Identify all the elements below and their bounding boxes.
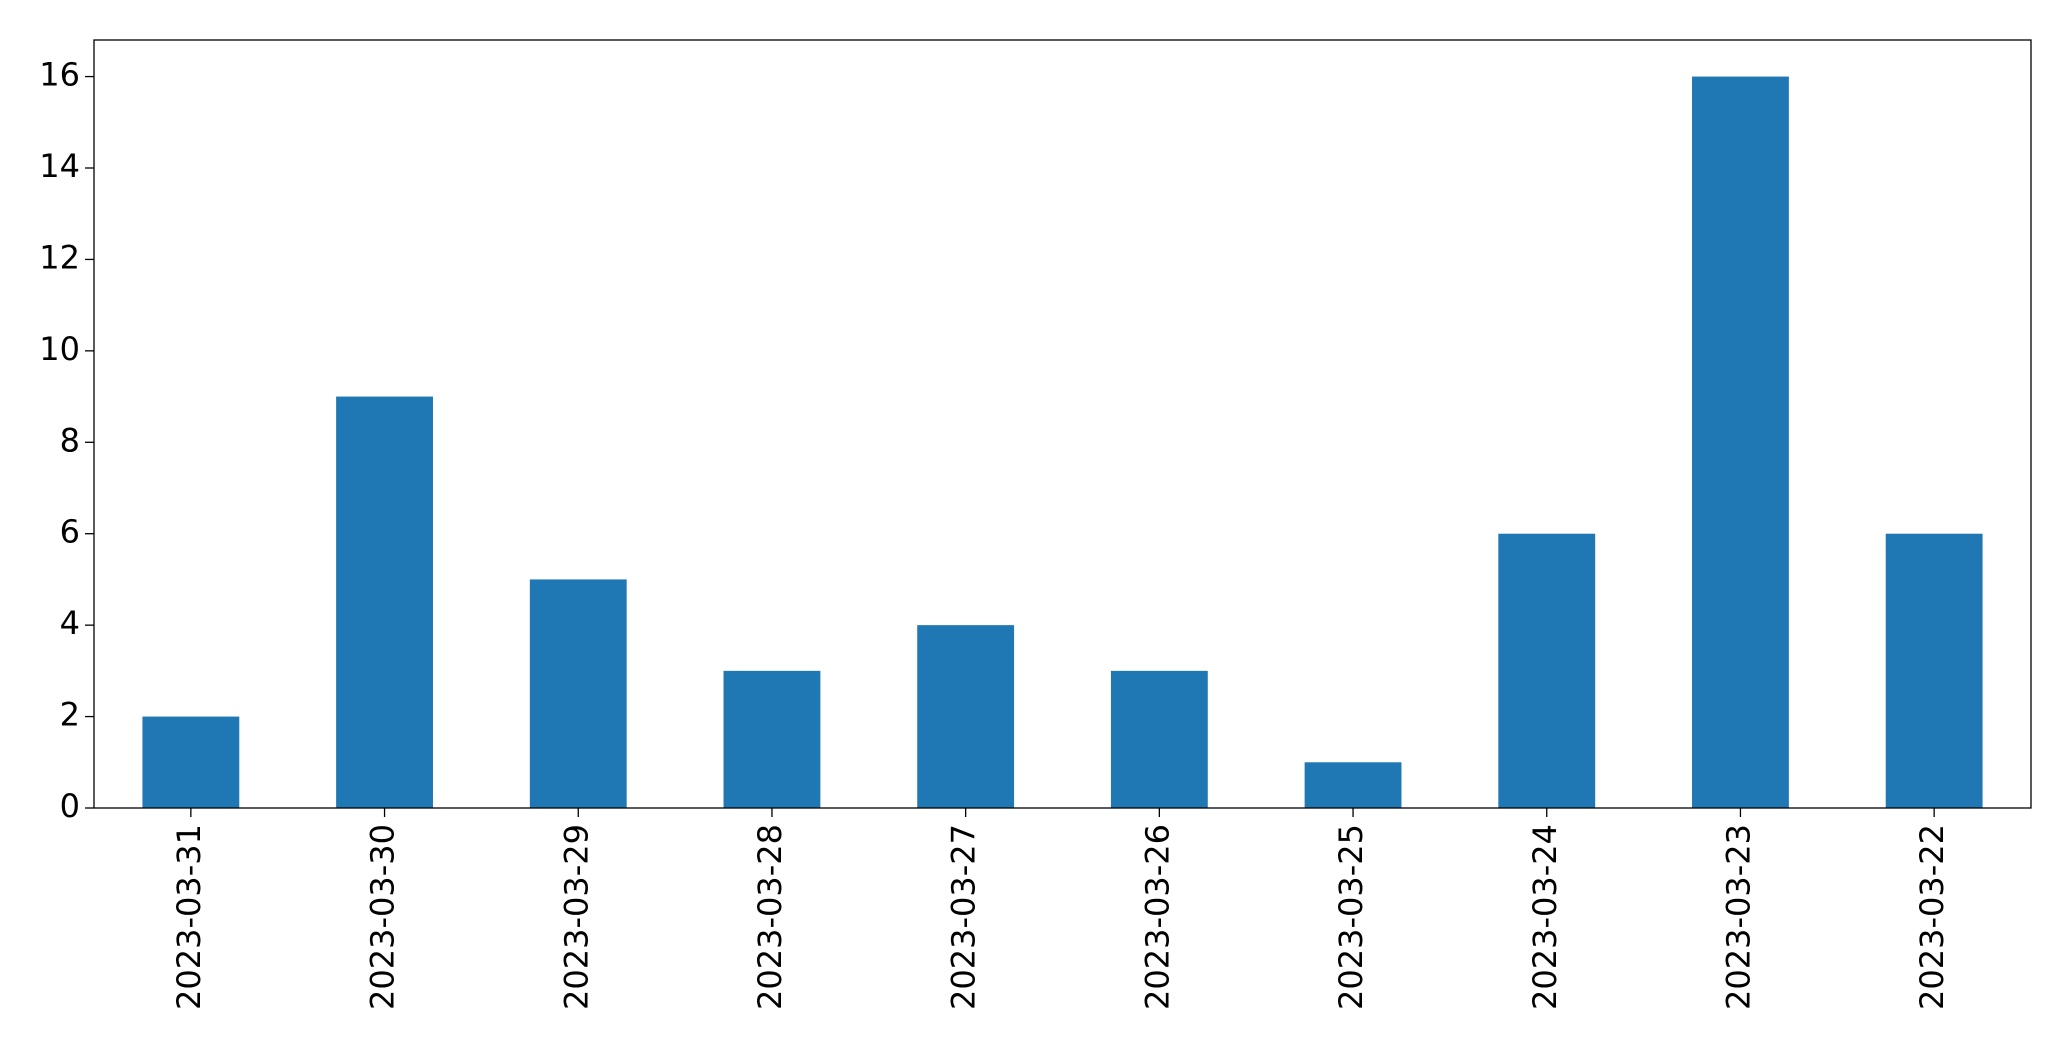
x-tick-label: 2023-03-25 [1332, 824, 1370, 1010]
x-tick-label: 2023-03-27 [945, 824, 983, 1010]
bar [1304, 762, 1402, 808]
y-tick-label: 2 [60, 696, 80, 734]
plot-frame [93, 39, 2032, 809]
bar [1498, 533, 1596, 808]
y-tick-label: 0 [60, 787, 80, 825]
x-tick-label: 2023-03-29 [557, 824, 595, 1010]
x-tick-label: 2023-03-30 [364, 824, 402, 1010]
y-tick-label: 8 [60, 421, 80, 459]
y-tick-label: 4 [60, 604, 80, 642]
y-tick-label: 14 [39, 147, 80, 185]
y-tick-label: 6 [60, 513, 80, 551]
x-tick-label: 2023-03-31 [170, 824, 208, 1010]
x-tick-label: 2023-03-23 [1719, 824, 1757, 1010]
y-tick-label: 12 [39, 238, 80, 276]
bar [336, 396, 433, 808]
bar [1110, 670, 1208, 808]
x-tick-label: 2023-03-22 [1913, 824, 1951, 1010]
y-tick-label: 16 [39, 56, 80, 94]
x-tick-label: 2023-03-28 [751, 824, 789, 1010]
x-tick-label: 2023-03-24 [1526, 824, 1564, 1010]
bar [142, 716, 240, 808]
bar [917, 625, 1015, 808]
x-tick-label: 2023-03-26 [1138, 824, 1176, 1010]
bar [723, 670, 821, 808]
bar [529, 579, 627, 808]
bar [1885, 533, 1983, 808]
bar [1692, 76, 1789, 809]
y-tick-label: 10 [39, 330, 80, 368]
